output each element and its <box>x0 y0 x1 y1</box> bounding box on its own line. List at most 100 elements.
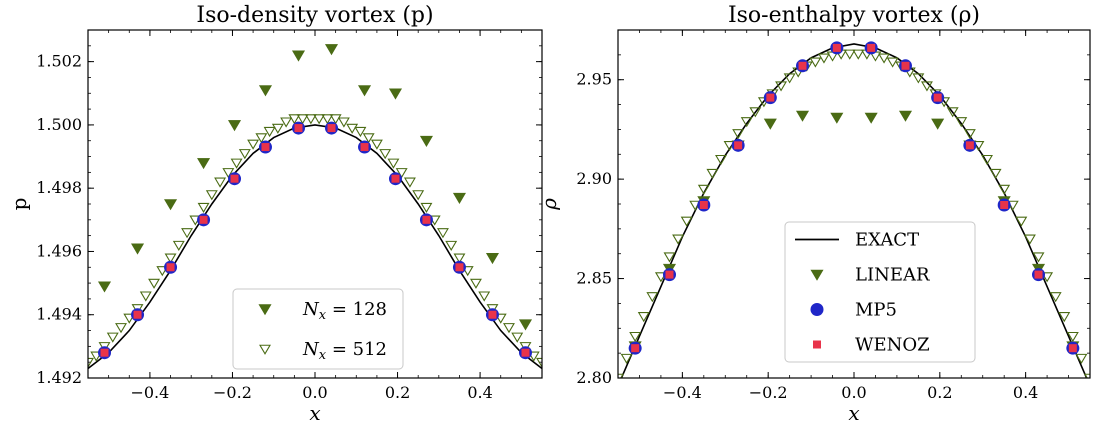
series-linear-fine-point <box>886 57 899 68</box>
axes-frame <box>87 29 543 379</box>
series-linear-fine-point <box>989 168 1002 180</box>
series-linear-point <box>830 112 844 124</box>
x-tick-label: 0.0 <box>841 383 866 402</box>
series-linear-fine-point <box>646 292 659 303</box>
y-tick-label: 2.90 <box>576 169 612 188</box>
series-wenoz-point <box>933 93 942 102</box>
series-n-x-512-point <box>503 323 515 334</box>
series-n-x-512-point <box>337 117 350 128</box>
series-linear-fine-point <box>620 353 633 364</box>
plot-area <box>88 44 542 370</box>
series-linear-fine-point <box>706 168 719 180</box>
series-wenoz-point <box>1000 200 1009 209</box>
series-linear-fine-point <box>809 57 822 68</box>
series-linear-fine-point <box>663 252 676 263</box>
series-n-x-512-point <box>527 351 540 362</box>
series-n-x-512-point <box>354 126 367 138</box>
series-wenoz-point <box>1034 270 1043 279</box>
series-n-x-512-point <box>247 139 260 150</box>
series-wenoz-point <box>631 344 640 353</box>
series-n-x-128-point <box>485 252 499 265</box>
series-linear-fine-point <box>852 49 865 60</box>
series-n-x-128-point <box>197 158 211 170</box>
series-linear-point <box>763 118 777 130</box>
x-axis-label: x <box>309 401 320 425</box>
x-tick-label: −0.2 <box>749 383 788 402</box>
y-tick-label: 1.502 <box>36 52 82 71</box>
series-n-x-128-point <box>97 281 112 293</box>
series-linear-fine-point <box>783 73 796 84</box>
series-linear-fine-point <box>654 272 667 283</box>
series-n-x-512-point <box>156 266 169 277</box>
series-wenoz-point <box>798 61 807 70</box>
series-n-x-128-point <box>164 199 178 211</box>
series-linear-fine-point <box>818 53 830 64</box>
series-wenoz-point <box>832 43 841 52</box>
series-linear-fine-point <box>1015 216 1028 227</box>
x-tick-label: 0.4 <box>467 383 492 402</box>
chart-panel-1: Iso-density vortex (p) −0.4 −0.2 0.0 0.2 0.4 1… <box>7 3 543 425</box>
series-linear-fine-point <box>637 312 650 323</box>
legend-box <box>784 221 976 363</box>
series-n-x-512-point <box>453 253 466 264</box>
series-n-x-128-point <box>131 243 145 255</box>
series-wenoz-point <box>199 215 208 224</box>
series-n-x-512-point <box>420 202 433 213</box>
y-tick-label: 2.85 <box>576 269 612 288</box>
series-n-x-512-point <box>329 114 342 125</box>
series-n-x-512-point <box>263 126 276 138</box>
series-n-x-512-point <box>115 323 127 334</box>
series-linear-fine-point <box>680 216 693 227</box>
series-n-x-512-point <box>139 291 152 302</box>
series-n-x-512-point <box>238 149 251 160</box>
series-n-x-512-point <box>255 133 268 144</box>
series-linear-fine-point <box>878 53 890 64</box>
series-n-x-512-point <box>346 123 359 134</box>
series-linear-fine-point <box>843 49 856 60</box>
series-n-x-512-point <box>197 202 210 213</box>
series-n-x-512-point <box>412 190 425 201</box>
series-n-x-512-point <box>106 332 119 343</box>
series-wenoz-point <box>521 348 530 357</box>
series-wenoz-point <box>455 263 464 272</box>
legend-marker <box>810 269 824 281</box>
legend-box <box>232 288 404 370</box>
y-tick-label: 2.95 <box>576 70 612 89</box>
series-n-x-512-point <box>536 357 542 369</box>
series-linear-fine-point <box>740 117 753 128</box>
series-exact-line <box>88 124 542 370</box>
series-linear-fine-point <box>715 154 727 166</box>
chart-panel-2: Iso-enthalpy vortex (ρ) −0.4 −0.2 0.0 0.2 0.4… <box>537 3 1091 425</box>
series-linear-fine-point <box>963 129 976 140</box>
series-n-x-128-point <box>518 319 533 331</box>
series-n-x-128-point <box>258 85 272 97</box>
series-n-x-512-point <box>379 149 392 160</box>
series-wenoz-point <box>100 348 109 357</box>
series-n-x-512-point <box>395 168 408 179</box>
series-wenoz-point <box>965 141 974 150</box>
series-n-x-128-point <box>358 85 372 97</box>
series-n-x-512-point <box>214 177 227 188</box>
legend: Nx = 128 Nx = 512 <box>232 288 404 370</box>
series-n-x-512-point <box>164 253 177 264</box>
series-n-x-512-point <box>461 266 474 277</box>
series-linear-point <box>931 118 945 130</box>
x-tick-label: 0.2 <box>927 383 952 402</box>
series-n-x-128-point <box>227 120 242 132</box>
x-tick-label: 0.0 <box>302 383 327 402</box>
series-n-x-512-point <box>90 351 103 362</box>
y-tick-label: 2.80 <box>576 368 612 387</box>
series-wenoz-point <box>391 174 400 183</box>
legend-label: WENOZ <box>855 335 930 356</box>
y-tick-label: 1.496 <box>36 241 82 260</box>
legend-label: Nx = 128 <box>302 299 387 323</box>
series-n-x-512-point <box>280 117 293 128</box>
series-linear-fine-point <box>732 129 745 140</box>
series-wenoz-point <box>867 43 876 52</box>
chart-title: Iso-enthalpy vortex (ρ) <box>728 3 980 28</box>
series-wenoz-point <box>665 270 674 279</box>
series-n-x-512-point <box>470 278 482 289</box>
series-n-x-512-point <box>478 291 491 302</box>
series-linear-fine-point <box>1049 292 1062 303</box>
series-wenoz-point <box>734 141 743 150</box>
